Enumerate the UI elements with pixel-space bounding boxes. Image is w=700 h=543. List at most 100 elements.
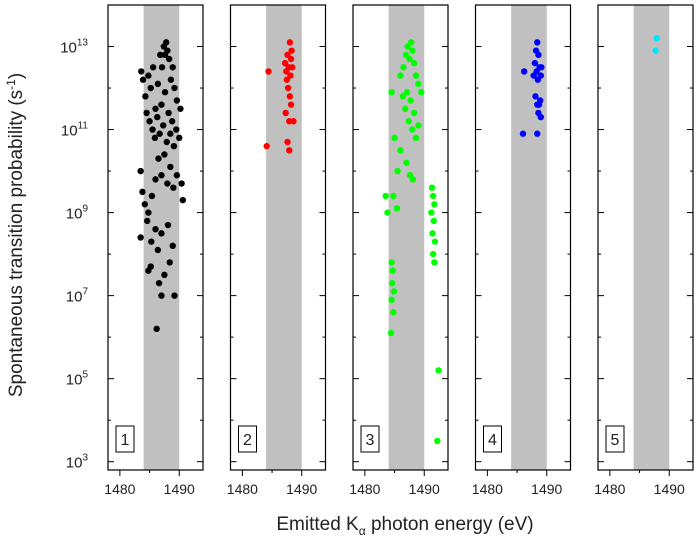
data-point: [286, 147, 293, 154]
data-point: [142, 93, 149, 100]
x-tick-label: 1480: [594, 481, 625, 497]
data-point: [428, 184, 436, 191]
y-axis-label-main: Spontaneous transition probability (s: [6, 90, 27, 397]
data-point: [154, 80, 162, 88]
data-point: [404, 43, 411, 50]
data-point: [169, 242, 176, 250]
data-point: [382, 192, 389, 200]
data-point: [434, 437, 441, 445]
data-point: [532, 93, 539, 100]
data-point: [287, 72, 294, 79]
data-point: [163, 138, 170, 146]
x-tick-label: 1480: [349, 481, 380, 497]
data-point: [399, 93, 407, 100]
data-point: [290, 118, 297, 125]
data-point: [161, 151, 168, 158]
data-point: [166, 259, 173, 266]
data-point: [402, 105, 409, 112]
shaded-band: [143, 5, 180, 470]
data-point: [535, 101, 543, 108]
panel-3: 1480 1490 3: [349, 4, 449, 497]
data-point: [139, 188, 146, 196]
panel-label-box: [605, 425, 625, 453]
data-point: [390, 309, 397, 316]
data-point: [145, 209, 152, 216]
data-point: [429, 250, 437, 258]
data-point: [155, 279, 163, 287]
x-tick-label: 1480: [472, 481, 503, 497]
data-point: [430, 217, 437, 225]
data-point: [288, 47, 295, 54]
data-point: [164, 47, 171, 54]
panel-label: 5: [611, 432, 620, 449]
data-point: [164, 180, 171, 187]
data-point: [158, 101, 165, 108]
panel-label-box: [238, 425, 257, 453]
panel-frame: [352, 4, 449, 471]
x-tick-label: 1490: [286, 481, 317, 497]
data-point: [537, 113, 545, 121]
panel-frame: [474, 4, 572, 471]
data-point: [388, 279, 396, 287]
data-point: [145, 72, 152, 79]
data-point: [391, 134, 398, 142]
data-point: [412, 134, 420, 142]
data-point: [431, 259, 438, 266]
data-point: [147, 263, 154, 270]
data-point: [534, 130, 541, 137]
data-point: [287, 55, 295, 63]
data-point: [409, 126, 416, 133]
data-point: [152, 105, 159, 112]
data-point: [139, 76, 147, 83]
data-point: [158, 230, 165, 237]
x-axis-label-main: Emitted K: [276, 514, 359, 535]
data-point: [143, 217, 151, 225]
data-point: [435, 367, 442, 374]
data-point: [287, 101, 295, 108]
panel-label-box: [115, 425, 135, 453]
data-point: [143, 109, 150, 117]
data-point: [138, 68, 145, 75]
data-point: [531, 59, 539, 67]
data-point: [165, 109, 172, 117]
data-point: [400, 64, 407, 71]
data-point: [265, 68, 272, 75]
y-axis: 1013 1011 109 107 105 103: [60, 38, 88, 472]
data-point: [418, 88, 425, 96]
data-point: [152, 176, 159, 183]
data-point: [429, 192, 437, 200]
data-point: [415, 122, 422, 129]
data-point: [384, 209, 391, 216]
data-point: [154, 113, 161, 121]
y-axis-label-close: ): [6, 73, 27, 79]
data-point: [397, 72, 404, 79]
data-point: [147, 84, 154, 92]
data-point: [171, 292, 178, 299]
x-tick-label: 1490: [531, 481, 562, 497]
data-point: [284, 84, 292, 92]
data-point: [167, 76, 175, 83]
data-point: [177, 105, 184, 112]
x-tick-label: 1480: [104, 481, 135, 497]
data-point: [388, 88, 395, 96]
data-point: [412, 72, 420, 79]
data-point: [407, 97, 414, 104]
data-point: [406, 55, 413, 63]
data-point: [167, 163, 174, 171]
x-tick-label: 1490: [409, 481, 440, 497]
panel-2: 1480 1490 2: [227, 4, 327, 497]
panel-frame: [229, 4, 327, 471]
data-point: [534, 39, 541, 46]
data-point: [146, 118, 153, 125]
y-tick-label: 103: [66, 453, 89, 472]
data-point: [390, 288, 398, 295]
data-point: [149, 64, 157, 71]
data-point: [403, 88, 411, 96]
data-point: [169, 64, 176, 71]
data-point: [158, 292, 165, 299]
data-point: [538, 64, 545, 71]
data-point: [402, 51, 410, 59]
data-point: [158, 172, 165, 179]
data-point: [148, 192, 156, 200]
